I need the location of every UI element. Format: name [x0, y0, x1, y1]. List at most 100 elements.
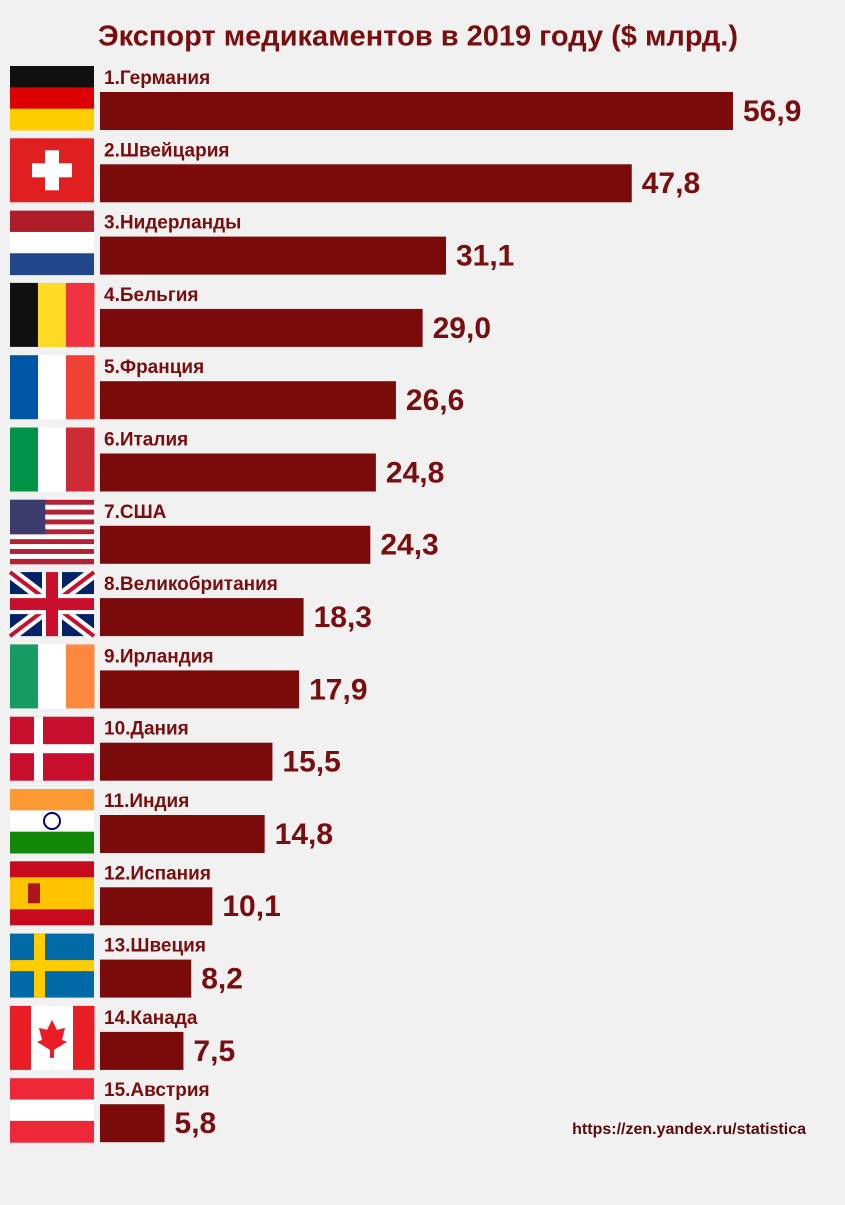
- flag-emblem: [28, 883, 40, 904]
- bar: [100, 598, 304, 637]
- flag: [10, 427, 95, 492]
- flag: [10, 282, 95, 347]
- category-label: 3.Нидерланды: [104, 213, 241, 234]
- flag-stripe: [10, 253, 94, 276]
- value-label: 18,3: [314, 601, 372, 634]
- flag-stripe: [10, 66, 94, 88]
- value-label: 10,1: [222, 890, 280, 923]
- flag: [10, 933, 94, 998]
- flag-stripe: [10, 1005, 32, 1070]
- flag-stripe: [38, 355, 67, 420]
- value-label: 26,6: [406, 384, 464, 417]
- category-label: 9.Ирландия: [104, 646, 214, 667]
- chart-title: Экспорт медикаментов в 2019 году ($ млрд…: [98, 21, 738, 53]
- value-label: 17,9: [309, 673, 367, 706]
- category-label: 8.Великобритания: [104, 574, 278, 595]
- value-label: 29,0: [433, 312, 491, 345]
- flag: [10, 210, 94, 276]
- bar: [100, 236, 446, 275]
- category-label: 1.Германия: [104, 68, 210, 89]
- bar: [100, 887, 213, 926]
- bar: [100, 815, 265, 853]
- flag-stripe: [10, 210, 94, 233]
- flag: [6, 567, 98, 641]
- bar: [100, 742, 273, 781]
- flag-wheel: [43, 812, 61, 830]
- category-label: 4.Бельгия: [104, 285, 199, 306]
- category-label: 6.Италия: [104, 430, 188, 451]
- flag-canton: [10, 499, 46, 535]
- category-label: 10.Дания: [104, 719, 189, 740]
- flag-stripe: [10, 1078, 94, 1101]
- flag-stripe: [38, 427, 67, 492]
- flag: [10, 1005, 95, 1070]
- flag-stripe: [10, 810, 94, 833]
- flag-stripe: [10, 644, 39, 709]
- bar: [100, 308, 423, 347]
- flag-cross: [46, 572, 58, 637]
- flag-stripe: [10, 539, 94, 545]
- value-label: 7,5: [193, 1035, 235, 1068]
- category-label: 15.Австрия: [104, 1080, 210, 1101]
- category-label: 14.Канада: [104, 1008, 198, 1029]
- bar: [100, 381, 396, 420]
- flag: [10, 138, 94, 203]
- flag: [10, 861, 94, 926]
- flag-stripe: [10, 534, 94, 540]
- category-label: 13.Швеция: [104, 936, 206, 957]
- value-label: 31,1: [456, 240, 514, 273]
- flag: [10, 789, 94, 854]
- flag-stripe: [10, 355, 39, 420]
- value-label: 8,2: [201, 963, 243, 996]
- flag-stripe: [10, 831, 94, 854]
- flag-stripe: [10, 509, 94, 516]
- flag-stripe: [52, 1005, 74, 1070]
- flag: [10, 1078, 94, 1143]
- value-label: 47,8: [642, 167, 700, 200]
- flag-stripe: [10, 1099, 94, 1122]
- flag-stripe: [10, 1120, 94, 1143]
- value-label: 15,5: [282, 746, 340, 779]
- flag-stripe: [66, 427, 95, 492]
- value-label: 24,8: [386, 456, 444, 489]
- flag-stripe: [10, 427, 39, 492]
- flag-stripe: [10, 549, 94, 555]
- flag-stripe: [10, 544, 94, 550]
- flag-leaf: [37, 1019, 67, 1058]
- bar: [100, 453, 376, 492]
- flag-stripe: [10, 524, 94, 530]
- flag-stripe: [10, 282, 39, 347]
- flag-stripe: [66, 355, 95, 420]
- value-label: 5,8: [175, 1107, 217, 1140]
- bar: [100, 670, 300, 709]
- bar: [100, 1104, 165, 1143]
- flag: [10, 644, 95, 709]
- bar: [100, 164, 632, 203]
- flag-stripe: [66, 282, 95, 347]
- bar: [100, 92, 733, 130]
- flag-stripe: [10, 519, 94, 525]
- flag: [10, 716, 94, 781]
- flag-stripe: [10, 514, 94, 520]
- flag-stripe: [10, 553, 94, 560]
- flag-stripe: [10, 529, 94, 535]
- flag-stripe: [66, 644, 95, 709]
- flag-stripe: [10, 877, 94, 910]
- flag-stripe: [38, 282, 67, 347]
- value-label: 14,8: [275, 818, 333, 851]
- flag-stripe: [10, 231, 94, 254]
- flag: [10, 499, 94, 565]
- flag-stripe: [10, 558, 94, 565]
- flag-stripe: [38, 644, 67, 709]
- category-label: 12.Испания: [104, 863, 211, 884]
- flag-stripe: [10, 87, 94, 110]
- source: https://zen.yandex.ru/statistica: [572, 1121, 806, 1138]
- flag-stripe: [10, 108, 94, 131]
- category-label: 7.США: [104, 502, 167, 523]
- flag-stripe: [10, 504, 94, 511]
- category-label: 2.Швейцария: [104, 140, 229, 161]
- flag-cross: [32, 163, 72, 178]
- flag-cross: [10, 960, 94, 972]
